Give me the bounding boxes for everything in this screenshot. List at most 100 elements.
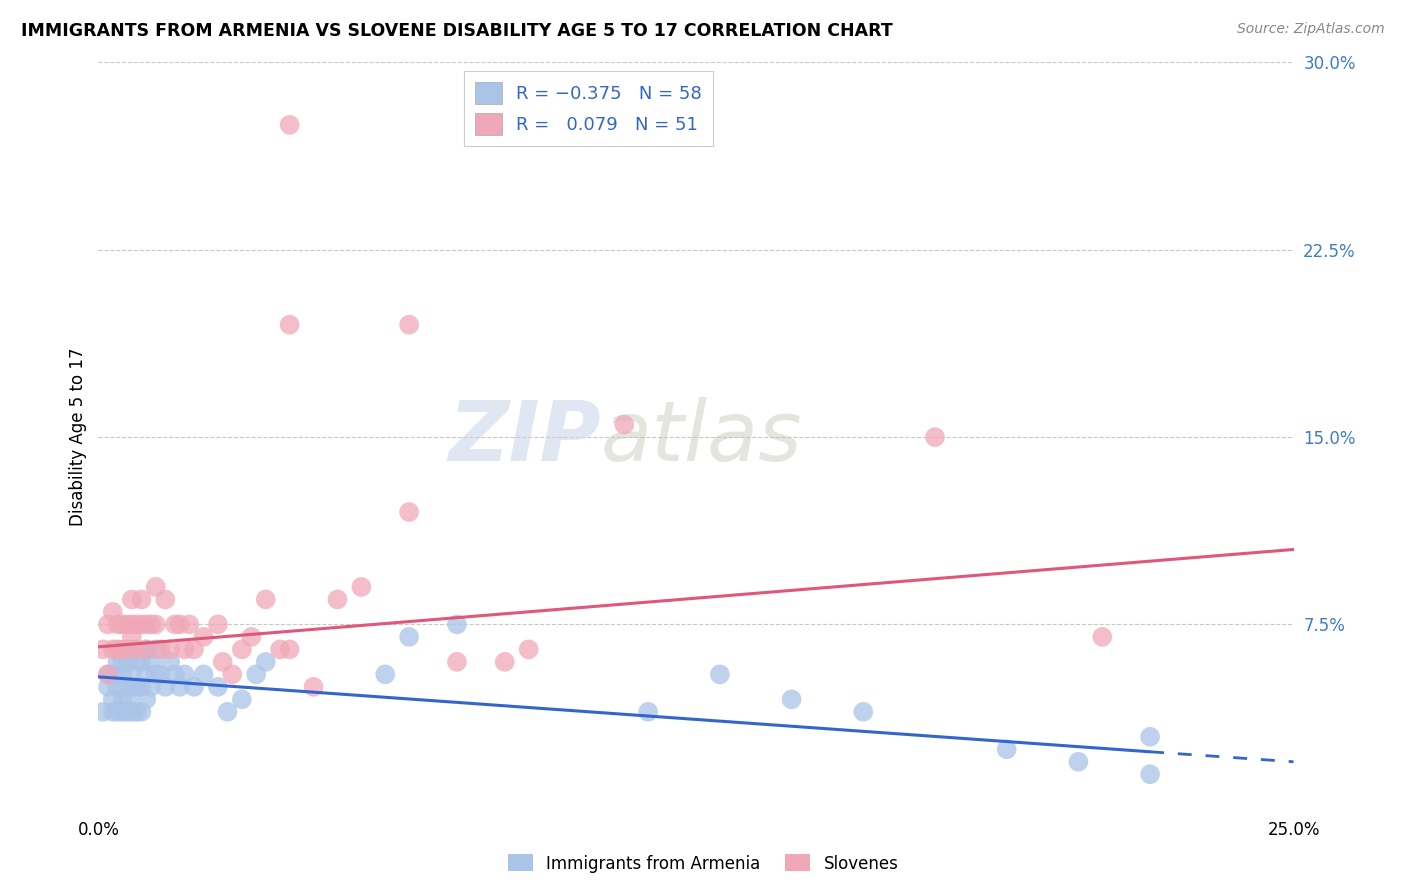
Point — [254, 655, 277, 669]
Point — [97, 667, 120, 681]
Point — [115, 705, 138, 719]
Legend: Immigrants from Armenia, Slovenes: Immigrants from Armenia, Slovenes — [501, 847, 905, 880]
Point — [173, 667, 195, 681]
Point — [240, 630, 263, 644]
Point — [131, 705, 153, 719]
Point — [125, 705, 148, 719]
Point — [169, 617, 191, 632]
Point — [125, 617, 148, 632]
Point — [145, 667, 167, 681]
Point — [111, 705, 134, 719]
Point — [709, 667, 731, 681]
Point — [852, 705, 875, 719]
Point — [115, 655, 138, 669]
Point — [135, 667, 157, 681]
Point — [107, 642, 129, 657]
Point — [115, 617, 138, 632]
Point — [111, 617, 134, 632]
Point — [163, 667, 186, 681]
Point — [446, 617, 468, 632]
Point — [613, 417, 636, 432]
Point — [326, 592, 349, 607]
Point — [446, 655, 468, 669]
Point — [1139, 730, 1161, 744]
Point — [101, 692, 124, 706]
Point — [1091, 630, 1114, 644]
Point — [374, 667, 396, 681]
Point — [1067, 755, 1090, 769]
Text: IMMIGRANTS FROM ARMENIA VS SLOVENE DISABILITY AGE 5 TO 17 CORRELATION CHART: IMMIGRANTS FROM ARMENIA VS SLOVENE DISAB… — [21, 22, 893, 40]
Point — [107, 617, 129, 632]
Point — [179, 617, 201, 632]
Point — [115, 680, 138, 694]
Point — [91, 705, 114, 719]
Point — [111, 642, 134, 657]
Point — [183, 642, 205, 657]
Text: atlas: atlas — [600, 397, 801, 477]
Point — [245, 667, 267, 681]
Point — [494, 655, 516, 669]
Point — [149, 667, 172, 681]
Point — [101, 642, 124, 657]
Point — [101, 605, 124, 619]
Point — [350, 580, 373, 594]
Point — [183, 680, 205, 694]
Point — [97, 617, 120, 632]
Point — [121, 680, 143, 694]
Point — [145, 617, 167, 632]
Text: ZIP: ZIP — [447, 397, 600, 477]
Point — [398, 505, 420, 519]
Point — [121, 617, 143, 632]
Point — [278, 118, 301, 132]
Point — [278, 318, 301, 332]
Point — [780, 692, 803, 706]
Point — [125, 680, 148, 694]
Point — [995, 742, 1018, 756]
Point — [91, 642, 114, 657]
Point — [211, 655, 233, 669]
Point — [101, 667, 124, 681]
Point — [107, 705, 129, 719]
Point — [193, 667, 215, 681]
Point — [231, 642, 253, 657]
Point — [145, 642, 167, 657]
Point — [193, 630, 215, 644]
Point — [135, 617, 157, 632]
Point — [121, 630, 143, 644]
Point — [159, 655, 181, 669]
Point — [125, 655, 148, 669]
Text: Source: ZipAtlas.com: Source: ZipAtlas.com — [1237, 22, 1385, 37]
Point — [145, 580, 167, 594]
Point — [149, 642, 172, 657]
Point — [173, 642, 195, 657]
Point — [217, 705, 239, 719]
Point — [302, 680, 325, 694]
Point — [121, 667, 143, 681]
Point — [121, 642, 143, 657]
Point — [121, 592, 143, 607]
Point — [278, 642, 301, 657]
Point — [517, 642, 540, 657]
Legend: R = −0.375   N = 58, R =   0.079   N = 51: R = −0.375 N = 58, R = 0.079 N = 51 — [464, 71, 713, 146]
Point — [231, 692, 253, 706]
Point — [135, 642, 157, 657]
Point — [111, 655, 134, 669]
Point — [207, 680, 229, 694]
Point — [111, 667, 134, 681]
Point — [111, 692, 134, 706]
Point — [97, 680, 120, 694]
Point — [398, 318, 420, 332]
Point — [269, 642, 291, 657]
Point — [155, 680, 177, 694]
Point — [155, 592, 177, 607]
Point — [169, 680, 191, 694]
Point — [131, 617, 153, 632]
Point — [131, 592, 153, 607]
Point — [139, 680, 162, 694]
Point — [139, 617, 162, 632]
Point — [125, 642, 148, 657]
Point — [101, 705, 124, 719]
Point — [207, 617, 229, 632]
Point — [107, 655, 129, 669]
Point — [107, 680, 129, 694]
